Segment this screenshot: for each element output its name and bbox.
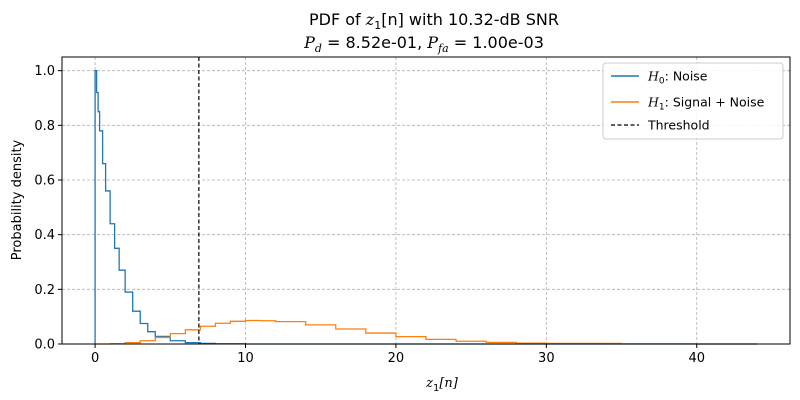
- y-tick-label: 0.6: [34, 174, 55, 189]
- y-tick-label: 0.2: [34, 283, 55, 298]
- plot-area: [94, 57, 758, 345]
- x-tick-label: 10: [237, 351, 254, 366]
- y-tick-label: 0.4: [34, 228, 55, 243]
- legend-box: [602, 62, 784, 140]
- legend-label-signal-noise: H1: Signal + Noise: [647, 95, 765, 113]
- legend: H0: Noise H1: Signal + Noise Threshold: [602, 62, 784, 140]
- legend-item-noise: H0: Noise: [611, 69, 708, 87]
- x-tick-label: 20: [388, 351, 405, 366]
- x-tick-label: 40: [688, 351, 705, 366]
- y-tick-label: 0.0: [34, 338, 55, 353]
- chart-title-line-2: Pd = 8.52e-01, Pfa = 1.00e-03: [303, 33, 544, 55]
- legend-item-threshold: Threshold: [611, 118, 710, 133]
- legend-label-threshold: Threshold: [647, 118, 710, 133]
- plot-frame: [61, 56, 791, 345]
- legend-item-signal-noise: H1: Signal + Noise: [611, 95, 765, 113]
- y-axis: 0.0 0.2 0.4 0.6 0.8 1.0: [34, 64, 62, 353]
- x-tick-label: 0: [91, 351, 99, 366]
- series-line-noise: [94, 70, 757, 345]
- x-tick-label: 30: [538, 351, 555, 366]
- y-tick-label: 1.0: [34, 64, 55, 79]
- y-axis-label: Probability density: [10, 139, 25, 260]
- series-line-signal-noise: [95, 319, 758, 345]
- x-axis: 0 10 20 30 40: [91, 344, 705, 366]
- x-axis-label: z1[n]: [425, 376, 459, 394]
- chart-title-line-1: PDF of z1[n] with 10.32-dB SNR: [309, 10, 559, 32]
- y-tick-label: 0.8: [34, 119, 55, 134]
- legend-label-noise: H0: Noise: [647, 69, 708, 87]
- series-layer: [94, 70, 758, 345]
